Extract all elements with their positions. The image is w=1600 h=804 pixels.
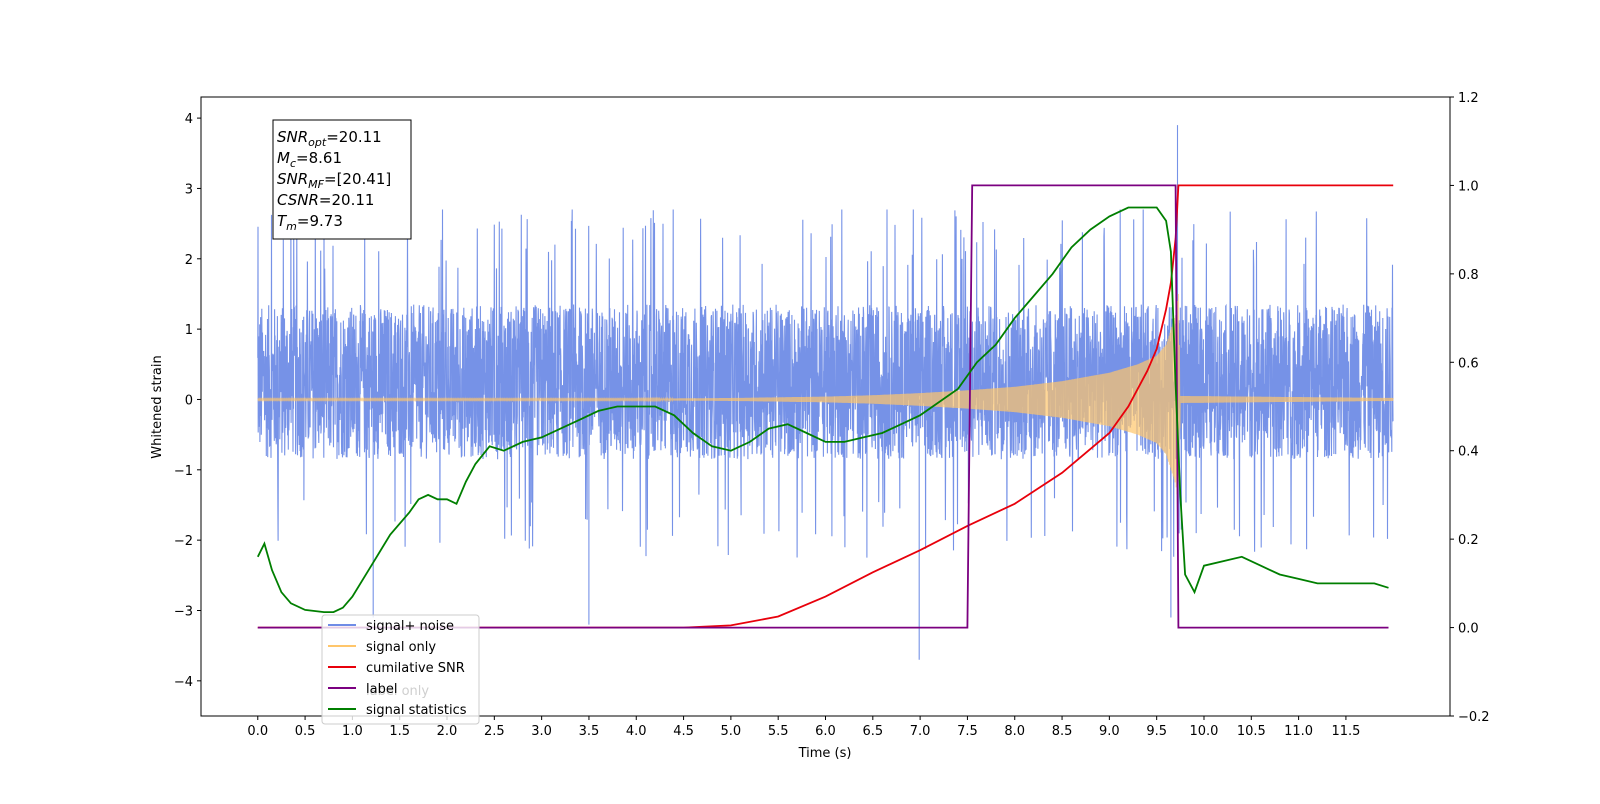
plot-area	[256, 125, 1394, 660]
info-line: Mc=8.61	[277, 149, 342, 170]
x-tick-label: 5.0	[721, 724, 742, 739]
x-tick-label: 8.5	[1052, 724, 1073, 739]
legend-entries: label only signal+ noise signal only cumila…	[328, 619, 467, 718]
info-box-lines: SNRopt=20.11Mc=8.61SNRMF=[20.41]CSNR=20.…	[277, 128, 391, 233]
x-tick-label: 2.5	[484, 724, 505, 739]
x-tick-label: 1.0	[342, 724, 363, 739]
y-left-tick-label: −4	[174, 675, 193, 690]
y-left-tick-label: 1	[185, 323, 193, 338]
x-tick-label: 9.5	[1146, 724, 1167, 739]
y-right-tick-label: 1.2	[1458, 91, 1479, 106]
x-tick-label: 1.5	[389, 724, 410, 739]
x-tick-label: 6.0	[815, 724, 836, 739]
y-right-tick-label: 0.6	[1458, 356, 1479, 371]
legend-frame	[321, 614, 480, 725]
x-tick-label: 6.5	[862, 724, 883, 739]
y-left-tick-label: 0	[185, 393, 193, 408]
y-axis-label: Whitened strain	[150, 355, 165, 458]
y-left-tick-label: 2	[185, 253, 193, 268]
series-signal-noise	[257, 125, 1394, 660]
y-right-tick-label: 0.4	[1458, 445, 1479, 460]
y-left-tick-label: 3	[185, 182, 193, 197]
y-left-tick-label: −1	[174, 464, 193, 479]
x-axis-label: Time (s)	[798, 746, 852, 761]
y-left-tick-label: −3	[174, 604, 193, 619]
info-line: CSNR=20.11	[277, 191, 374, 209]
x-tick-label: 8.0	[1004, 724, 1025, 739]
info-line: SNRopt=20.11	[277, 128, 382, 149]
x-tick-label: 3.0	[531, 724, 552, 739]
info-box-frame	[272, 119, 412, 240]
x-tick-label: 7.0	[910, 724, 931, 739]
axes: 0.0 0.5 1.0 1.5 2.0 2.5 3.0 3.5 4.0 4.5 5.0 5.5 6.0 6…	[174, 91, 1490, 739]
x-tick-label: 4.0	[626, 724, 647, 739]
x-tick-label: 0.0	[247, 724, 268, 739]
legend-label: label	[366, 682, 397, 697]
info-line: SNRMF=[20.41]	[277, 170, 391, 191]
y-left-tick-label: 4	[185, 112, 193, 127]
legend: label only signal+ noise signal only cumila…	[321, 614, 480, 725]
x-tick-label: 11.5	[1331, 724, 1360, 739]
series-cumilative-snr	[257, 184, 1394, 629]
legend-hidden-text: label only	[366, 684, 429, 699]
legend-label: cumilative SNR	[366, 661, 465, 676]
series-signal-only	[257, 293, 1394, 502]
y-left-tick-label: −2	[174, 534, 193, 549]
legend-label: signal+ noise	[366, 619, 454, 634]
x-tick-label: 9.0	[1099, 724, 1120, 739]
y-right-tick-label: 1.0	[1458, 179, 1479, 194]
x-tick-label: 10.5	[1237, 724, 1266, 739]
x-tick-label: 11.0	[1284, 724, 1313, 739]
legend-label: signal only	[366, 640, 436, 655]
info-line: Tm=9.73	[277, 212, 343, 233]
y-right-tick-label: 0.2	[1458, 533, 1479, 548]
x-tick-label: 3.5	[579, 724, 600, 739]
x-tick-label: 0.5	[295, 724, 316, 739]
info-box: SNRopt=20.11Mc=8.61SNRMF=[20.41]CSNR=20.…	[272, 119, 412, 240]
x-tick-label: 2.0	[437, 724, 458, 739]
x-tick-label: 10.0	[1190, 724, 1219, 739]
x-tick-label: 4.5	[673, 724, 694, 739]
series-signal-statistics	[256, 206, 1389, 613]
y-right-tick-label: −0.2	[1458, 710, 1490, 725]
y-right-tick-label: 0.0	[1458, 622, 1479, 637]
series-label	[257, 184, 1389, 629]
x-tick-label: 7.5	[957, 724, 978, 739]
y-right-tick-label: 0.8	[1458, 268, 1479, 283]
legend-label: signal statistics	[366, 703, 467, 718]
x-tick-label: 5.5	[768, 724, 789, 739]
